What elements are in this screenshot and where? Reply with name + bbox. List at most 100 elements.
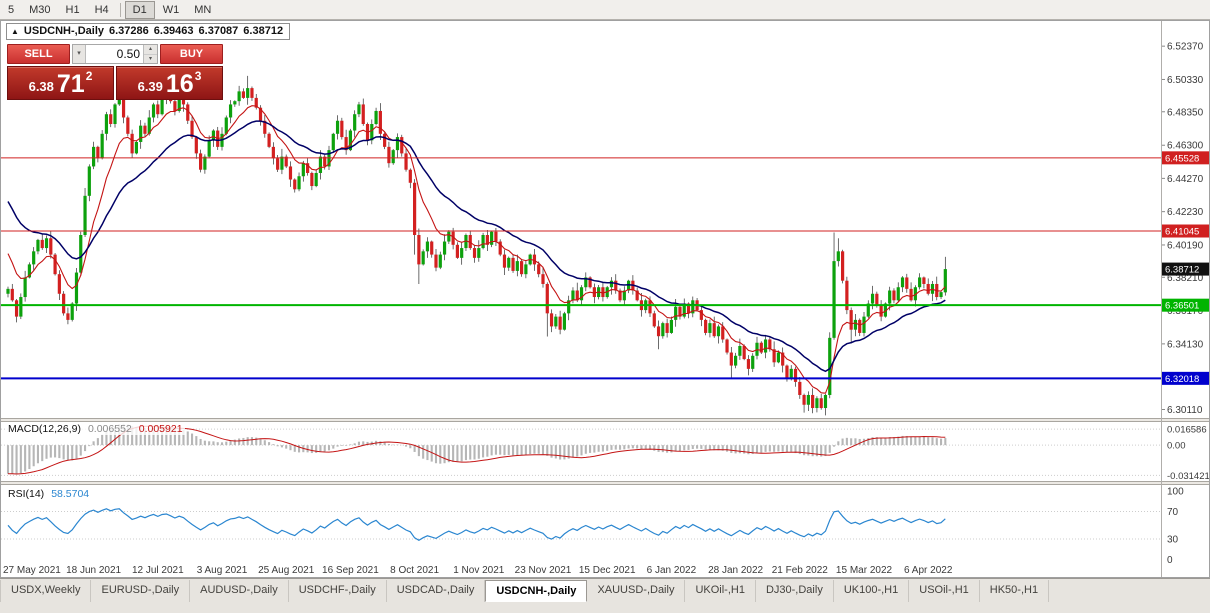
tab-eurusd-daily[interactable]: EURUSD-,Daily: [91, 580, 191, 602]
svg-text:70: 70: [1167, 507, 1179, 518]
close-value: 6.38712: [243, 25, 284, 37]
buy-price-pips: 16: [165, 70, 194, 98]
sell-price-display[interactable]: 6.38 71 2: [7, 66, 114, 100]
svg-text:0.00: 0.00: [1167, 441, 1186, 452]
svg-text:6 Apr 2022: 6 Apr 2022: [904, 565, 953, 576]
open-value: 6.37286: [109, 25, 149, 37]
sell-button[interactable]: SELL: [7, 44, 70, 64]
tab-audusd-daily[interactable]: AUDUSD-,Daily: [190, 580, 289, 602]
timeframe-m30-button[interactable]: M30: [29, 3, 51, 16]
svg-text:3 Aug 2021: 3 Aug 2021: [197, 565, 248, 576]
svg-text:6.40190: 6.40190: [1167, 240, 1204, 251]
timeframe-h4-button[interactable]: H4: [94, 3, 109, 16]
svg-text:15 Dec 2021: 15 Dec 2021: [579, 565, 636, 576]
direction-up-icon: ▲: [11, 26, 19, 36]
svg-text:6.41045: 6.41045: [1165, 227, 1199, 238]
sell-price-frac: 2: [85, 69, 93, 83]
svg-text:-0.031421: -0.031421: [1167, 471, 1210, 482]
svg-text:6.38210: 6.38210: [1167, 273, 1204, 284]
ma-slow: [7, 120, 946, 373]
tab-dj30-daily[interactable]: DJ30-,Daily: [756, 580, 834, 602]
low-value: 6.37087: [198, 25, 239, 37]
buy-price-main: 6.39: [137, 79, 163, 94]
timeframe-toolbar: 5 M30 H1 H4 D1 W1 MN: [0, 0, 1210, 20]
ma-fast: [7, 105, 946, 394]
svg-text:23 Nov 2021: 23 Nov 2021: [515, 565, 572, 576]
price-chart[interactable]: 6.52370 6.50330 6.48350 6.46300 6.44270 6.422…: [0, 20, 1210, 578]
tab-usdx-weekly[interactable]: USDX,Weekly: [0, 580, 92, 602]
tab-uk100-h1[interactable]: UK100-,H1: [834, 580, 910, 602]
macd-indicator-label: MACD(12,26,9) 0.006552 0.005921: [6, 423, 185, 435]
buy-button[interactable]: BUY: [160, 44, 223, 64]
tab-usdcad-daily[interactable]: USDCAD-,Daily: [387, 580, 486, 602]
sell-price-main: 6.38: [28, 79, 54, 94]
svg-text:6.38712: 6.38712: [1165, 265, 1199, 276]
svg-text:1 Nov 2021: 1 Nov 2021: [453, 565, 505, 576]
svg-text:6.48350: 6.48350: [1167, 107, 1204, 118]
svg-text:6.32018: 6.32018: [1165, 374, 1199, 385]
svg-text:15 Mar 2022: 15 Mar 2022: [836, 565, 893, 576]
rsi-value: 58.5704: [51, 488, 90, 500]
tab-usoil-h1[interactable]: USOil-,H1: [909, 580, 980, 602]
macd-title: MACD(12,26,9): [8, 423, 81, 435]
high-value: 6.39463: [153, 25, 194, 37]
rsi-title: RSI(14): [8, 488, 45, 500]
svg-text:6.52370: 6.52370: [1167, 42, 1204, 53]
tab-usdchf-daily[interactable]: USDCHF-,Daily: [289, 580, 387, 602]
timeframe-w1-button[interactable]: W1: [162, 3, 180, 16]
timeframe-h1-button[interactable]: H1: [65, 3, 80, 16]
rsi-indicator-label: RSI(14) 58.5704: [6, 488, 92, 500]
svg-text:6.34130: 6.34130: [1167, 339, 1204, 350]
tab-xauusd-daily[interactable]: XAUUSD-,Daily: [587, 580, 686, 602]
symbol-label: USDCNH-,Daily: [23, 25, 104, 37]
tab-usdcnh-daily[interactable]: USDCNH-,Daily: [485, 580, 588, 602]
horizontal-lines-layer[interactable]: [1, 157, 1161, 380]
svg-text:8 Oct 2021: 8 Oct 2021: [390, 565, 439, 576]
svg-text:6.44270: 6.44270: [1167, 174, 1204, 185]
svg-text:0.016586: 0.016586: [1167, 425, 1207, 436]
svg-text:25 Aug 2021: 25 Aug 2021: [258, 565, 315, 576]
moving-averages-layer: [7, 105, 946, 394]
svg-text:6.30110: 6.30110: [1167, 405, 1203, 416]
svg-text:0: 0: [1167, 555, 1173, 566]
buy-price-frac: 3: [194, 69, 202, 83]
volume-control: ▾ ▴ ▾: [72, 44, 158, 64]
volume-input[interactable]: [86, 45, 143, 63]
price-labels: 6.45528 6.41045 6.36501 6.32018 6.38712: [1162, 151, 1209, 385]
volume-increase-button[interactable]: ▴: [144, 45, 157, 55]
macd-panel: [1, 423, 1161, 476]
timeframe-d1-button[interactable]: D1: [124, 0, 155, 19]
toolbar-separator: [119, 2, 121, 17]
svg-text:16 Sep 2021: 16 Sep 2021: [322, 565, 379, 576]
svg-text:28 Jan 2022: 28 Jan 2022: [708, 565, 763, 576]
svg-text:12 Jul 2021: 12 Jul 2021: [132, 565, 184, 576]
svg-text:27 May 2021: 27 May 2021: [3, 565, 61, 576]
chart-window: 6.52370 6.50330 6.48350 6.46300 6.44270 6.422…: [0, 20, 1210, 578]
svg-text:18 Jun 2021: 18 Jun 2021: [66, 565, 121, 576]
volume-decrease-button[interactable]: ▾: [144, 54, 157, 63]
timeframe-m5-button[interactable]: 5: [8, 3, 15, 16]
svg-text:100: 100: [1167, 487, 1184, 498]
svg-text:21 Feb 2022: 21 Feb 2022: [772, 565, 829, 576]
buy-price-display[interactable]: 6.39 16 3: [116, 66, 223, 100]
svg-text:6.46300: 6.46300: [1167, 141, 1204, 152]
timeframe-mn-button[interactable]: MN: [194, 3, 212, 16]
macd-signal-value: 0.005921: [138, 423, 183, 435]
time-scale[interactable]: 27 May 2021 18 Jun 2021 12 Jul 2021 3 Aug 2…: [3, 565, 953, 576]
volume-dropdown-button[interactable]: ▾: [73, 45, 86, 63]
macd-main-value: 0.006552: [87, 423, 132, 435]
svg-text:30: 30: [1167, 534, 1179, 545]
rsi-panel: [1, 508, 1161, 541]
svg-text:6.36501: 6.36501: [1165, 301, 1199, 312]
svg-text:6.50330: 6.50330: [1167, 75, 1204, 86]
sell-price-pips: 71: [56, 70, 85, 98]
volume-spinner: ▴ ▾: [143, 45, 157, 63]
chart-background: [0, 20, 1210, 578]
svg-text:6 Jan 2022: 6 Jan 2022: [647, 565, 697, 576]
chart-tab-bar: USDX,Weekly EURUSD-,Daily AUDUSD-,Daily …: [0, 578, 1210, 613]
tab-ukoil-h1[interactable]: UKOil-,H1: [685, 580, 756, 602]
symbol-ohlc-header: ▲ USDCNH-,Daily 6.37286 6.39463 6.37087 …: [6, 23, 291, 40]
tab-hk50-h1[interactable]: HK50-,H1: [980, 580, 1050, 602]
